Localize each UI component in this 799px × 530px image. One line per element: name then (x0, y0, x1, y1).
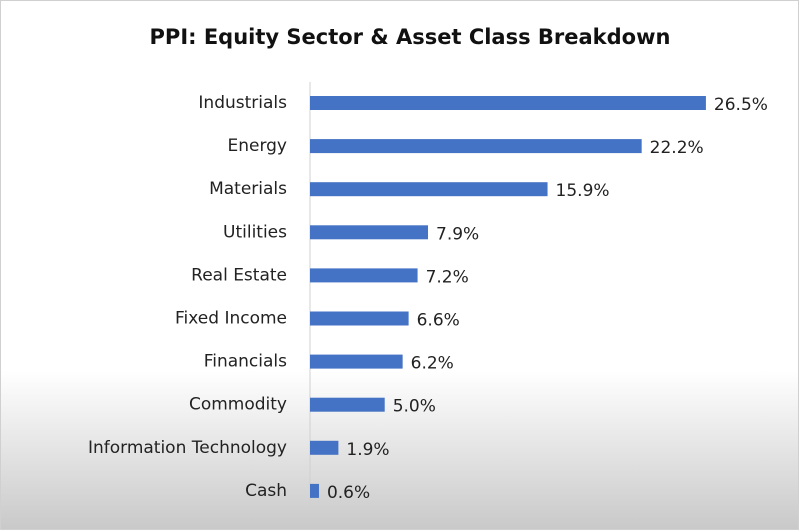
category-label: Financials (204, 352, 287, 372)
bar (310, 397, 385, 412)
category-label: Utilities (223, 222, 287, 242)
bar (310, 268, 418, 283)
category-label: Industrials (198, 93, 287, 113)
value-label: 5.0% (393, 397, 436, 417)
value-label: 7.2% (426, 267, 469, 287)
value-label: 22.2% (650, 138, 704, 158)
category-label: Materials (209, 179, 287, 199)
bar (310, 354, 403, 369)
value-label: 15.9% (556, 181, 610, 201)
bar (310, 440, 339, 455)
value-label: 26.5% (714, 95, 768, 115)
bar (310, 139, 642, 154)
value-label: 7.9% (436, 224, 479, 244)
bar (310, 182, 548, 197)
bar (310, 311, 409, 326)
category-label: Energy (227, 136, 287, 156)
category-label: Information Technology (88, 438, 287, 458)
category-label: Real Estate (191, 265, 287, 285)
category-label: Fixed Income (175, 309, 287, 329)
value-label: 6.2% (411, 354, 454, 374)
bar (310, 225, 429, 240)
bar (310, 96, 706, 110)
bar (310, 483, 319, 498)
value-label: 0.6% (327, 483, 370, 503)
value-label: 1.9% (346, 440, 389, 460)
category-label: Cash (245, 481, 287, 501)
category-label: Commodity (189, 395, 287, 415)
value-label: 6.6% (417, 311, 460, 331)
chart-title: PPI: Equity Sector & Asset Class Breakdo… (150, 25, 671, 49)
